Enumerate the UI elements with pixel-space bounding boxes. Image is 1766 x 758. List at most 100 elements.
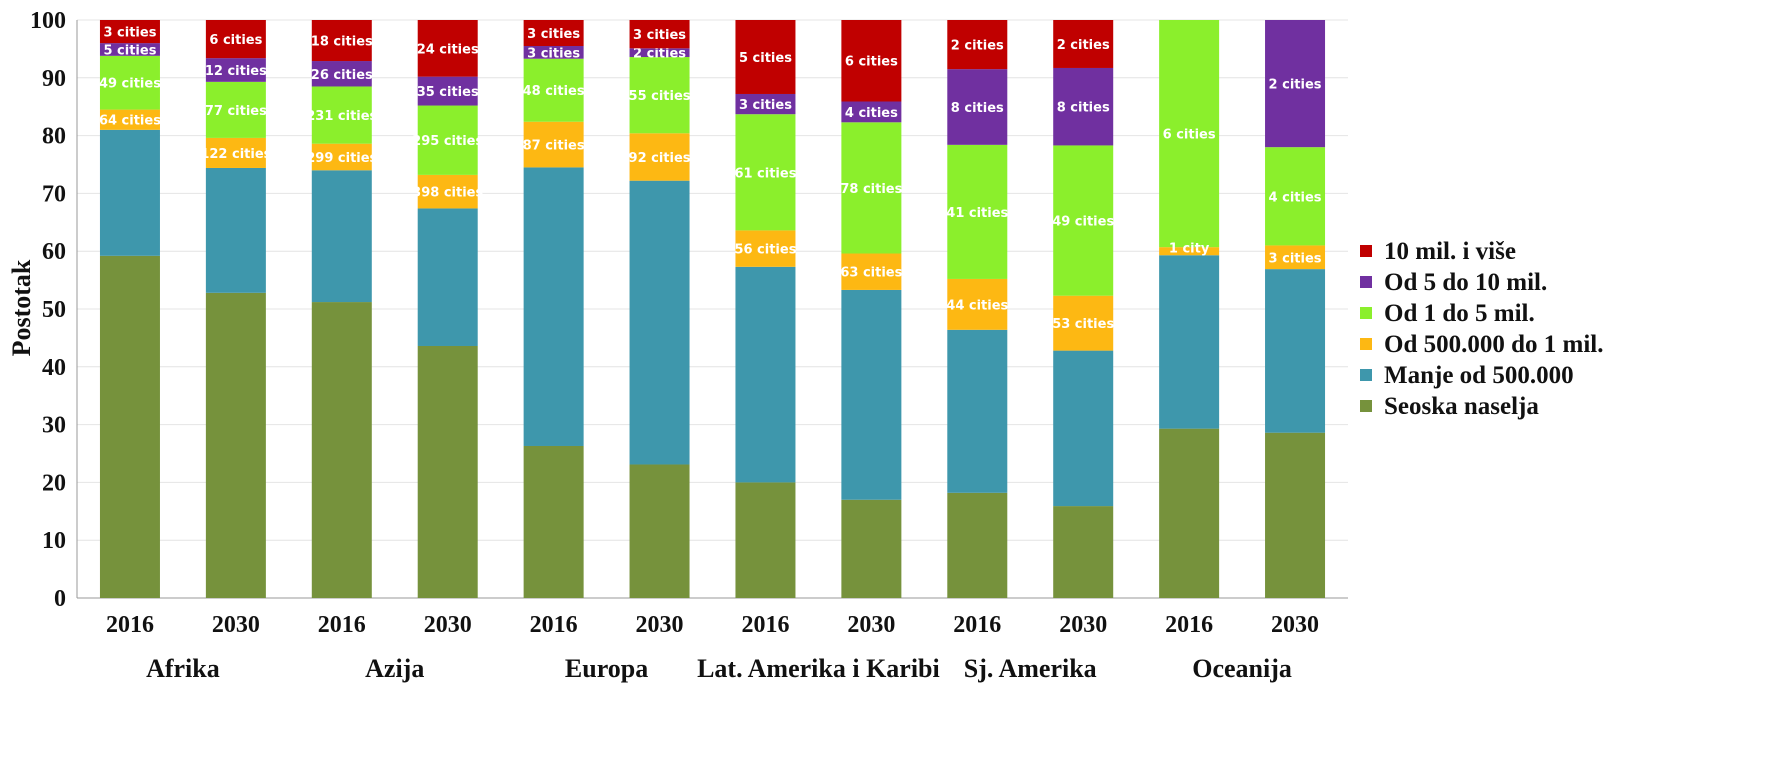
legend-swatch [1360,307,1372,319]
legend-label: Od 500.000 do 1 mil. [1384,331,1603,358]
bar-segment [417,208,478,346]
bar-segment [311,143,372,171]
bar-segment [1265,20,1326,148]
bar-segment [841,289,902,500]
data-label: 2 cities [633,47,686,62]
y-tick-label: 0 [54,586,66,612]
legend-label: Manje od 500.000 [1384,362,1574,389]
data-label: 3 cities [633,28,686,43]
data-label: 122 cities [200,147,271,162]
y-tick-label: 30 [42,413,66,439]
data-label: 77 cities [205,104,267,119]
group-label: Lat. Amerika i Karibi [697,654,940,683]
data-label: 398 cities [412,186,483,201]
bar-segment [947,492,1008,598]
data-label: 1 city [1169,242,1210,257]
data-label: 35 cities [417,85,479,100]
bar-segment [841,20,902,102]
bar-segment [311,170,372,303]
bar-segment [841,253,902,290]
data-label: 53 cities [1052,317,1114,332]
y-tick-label: 60 [42,239,66,265]
bar-segment [205,58,266,82]
data-label: 295 cities [412,134,483,149]
bar-segment [629,20,690,49]
bar-segment [841,122,902,254]
data-label: 2 cities [951,39,1004,54]
group-label: Sj. Amerika [964,654,1097,683]
data-label: 6 cities [209,33,262,48]
data-label: 41 cities [946,206,1008,221]
bar-segment [947,278,1008,330]
x-tick-label: 2030 [636,612,684,638]
bar-segment [523,46,584,59]
data-label: 18 cities [311,35,373,50]
bar-segment [205,20,266,59]
bar-segment [735,230,796,267]
data-label: 4 cities [1269,190,1322,205]
bar-segment [1159,255,1220,429]
bar-segment [1053,350,1114,507]
data-label: 78 cities [840,182,902,197]
bar-segment [629,464,690,598]
data-label: 8 cities [1057,101,1110,116]
bars: 64 cities 49 cities 5 cities 3 cities 122 ci… [99,20,1326,598]
bar-segment [205,292,266,598]
data-label: 44 cities [946,298,1008,313]
bar-segment [417,20,478,77]
grid-lines [77,19,1348,599]
data-label: 64 cities [99,114,161,129]
bar-segment [311,61,372,87]
data-label: 24 cities [417,42,479,57]
bar-segment [1053,145,1114,296]
legend-label: Od 1 do 5 mil. [1384,300,1535,327]
data-label: 55 cities [629,89,691,104]
data-label: 49 cities [99,77,161,92]
data-label: 61 cities [734,166,796,181]
y-axis: 0 10 20 30 40 50 60 70 80 90 100 [30,8,1348,612]
data-label: 5 cities [739,51,792,66]
data-label: 3 cities [527,27,580,42]
data-label: 6 cities [1163,128,1216,143]
data-label: 56 cities [734,243,796,258]
x-tick-label: 2016 [741,612,789,638]
data-label: 5 cities [103,43,156,58]
bar-segment [99,129,160,256]
data-label: 3 cities [527,46,580,61]
y-tick-label: 20 [42,470,66,496]
legend-label: Seoska naselja [1384,393,1539,420]
y-tick-label: 40 [42,355,66,381]
bar-segment [947,144,1008,279]
bar-segment [947,69,1008,145]
bar-segment [311,302,372,598]
bar-segment [735,114,796,231]
bar-segment [1053,506,1114,598]
bar-segment [523,445,584,598]
x-tick-label: 2016 [318,612,366,638]
y-tick-label: 70 [42,181,66,207]
x-tick-label: 2030 [1059,612,1107,638]
x-tick-label: 2016 [106,612,154,638]
bar-segment [311,86,372,144]
y-axis-label: Postotak [7,259,36,356]
bar-segment [523,121,584,168]
group-label: Oceanija [1192,654,1292,683]
bar-segment [735,93,796,115]
bar-segment [1053,20,1114,68]
bar-segment [523,20,584,47]
bar-segment [629,133,690,181]
bar-segment [1159,20,1220,248]
data-label: 26 cities [311,68,373,83]
bar-segment [1265,245,1326,270]
bar-segment [205,81,266,138]
bar-segment [841,499,902,598]
data-label: 48 cities [523,84,585,99]
data-label: 2 cities [1057,38,1110,53]
bar-segment [205,167,266,293]
x-tick-label: 2030 [212,612,260,638]
group-label: Azija [365,654,424,683]
legend-swatch [1360,338,1372,350]
bar-segment [99,43,160,56]
bar-segment [417,76,478,106]
